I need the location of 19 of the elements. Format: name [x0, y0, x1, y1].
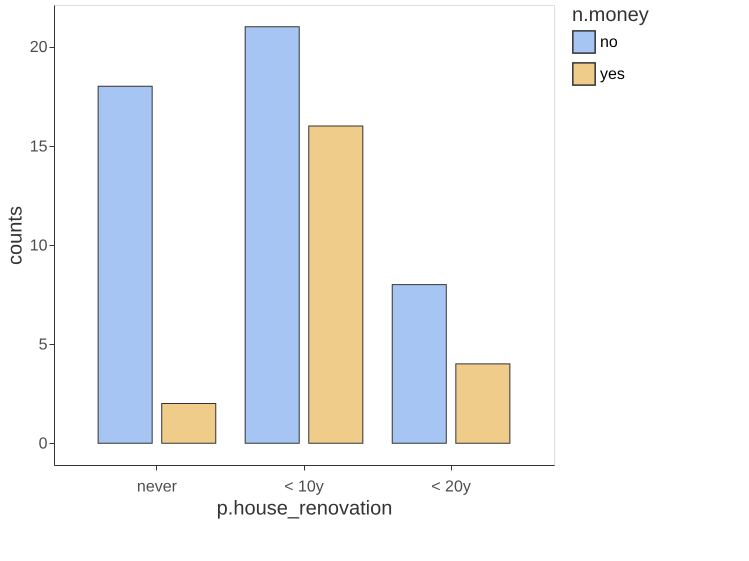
bar [392, 284, 447, 444]
legend-title: n.money [572, 4, 649, 26]
y-tick-label: 0 [38, 436, 48, 453]
y-tick-label: 5 [38, 336, 48, 354]
x-tick-label: < 20y [431, 478, 471, 496]
x-tick-label: < 10y [284, 478, 324, 496]
y-tick-label: 10 [30, 237, 48, 254]
bar [455, 363, 510, 444]
bar [98, 86, 153, 444]
y-tick-label: 15 [30, 138, 48, 156]
bar [244, 26, 300, 444]
legend-label: yes [600, 66, 625, 83]
y-axis-title: counts [4, 206, 27, 265]
legend-label: no [600, 34, 618, 51]
x-axis-title: p.house_renovation [216, 498, 392, 520]
bar [161, 403, 216, 444]
bar [308, 125, 364, 444]
x-tick-label: never [136, 478, 178, 496]
y-tick-label: 20 [30, 39, 48, 56]
